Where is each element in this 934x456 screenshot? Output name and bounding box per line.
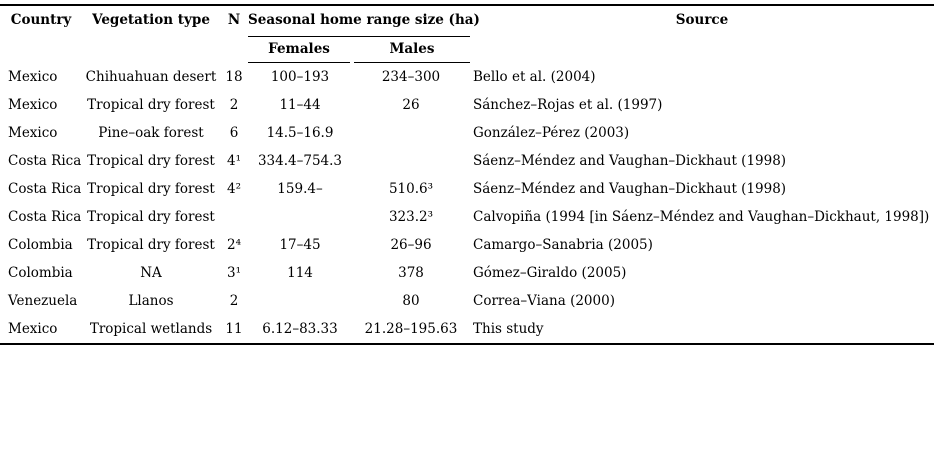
cell-vegetation-type: Pine–oak forest	[98, 125, 204, 141]
cell-vegetation-type: Llanos	[128, 293, 174, 309]
cell-females-range: 11–44	[279, 97, 321, 113]
cell-vegetation-type: Tropical dry forest	[87, 237, 215, 253]
cell-males-range: 21.28–195.63	[352, 315, 470, 345]
cell-females-range: 100–193	[270, 69, 330, 85]
cell-source: Sáenz–Méndez and Vaughan–Dickhaut (1998)	[473, 153, 787, 169]
header-seasonal-home-range: Seasonal home range size (ha)	[248, 5, 480, 37]
table-row: Colombia Tropical dry forest 2⁴ 17–45 26…	[0, 231, 934, 259]
cell-vegetation-type: NA	[140, 265, 162, 281]
table-row: Mexico Tropical dry forest 2 11–44 26 Sá…	[0, 91, 934, 119]
table-body: Mexico Chihuahuan desert 18 100–193 234–…	[0, 63, 934, 345]
cell-country: Mexico	[8, 125, 58, 141]
cell-country: Costa Rica	[8, 209, 82, 225]
cell-males-range	[352, 119, 470, 147]
cell-males-range: 510.6³	[388, 181, 434, 197]
cell-sample-size: 4²	[226, 181, 241, 197]
cell-vegetation-type: Tropical wetlands	[82, 315, 220, 345]
cell-males-range: 26	[402, 97, 420, 113]
cell-source: Sánchez–Rojas et al. (1997)	[473, 97, 663, 113]
cell-sample-size: 2	[229, 97, 239, 113]
cell-sample-size: 11	[220, 315, 248, 345]
header-females-label: Females	[248, 37, 350, 63]
cell-source: Gómez–Giraldo (2005)	[473, 265, 627, 281]
header-vegetation-type: Vegetation type	[92, 12, 210, 28]
cell-females-range	[248, 287, 352, 315]
cell-country: Costa Rica	[8, 181, 82, 197]
table-header: Country Vegetation type N Seasonal home …	[0, 5, 934, 63]
header-males: Males	[352, 37, 470, 63]
cell-country: Colombia	[8, 265, 73, 281]
cell-females-range: 334.4–754.3	[257, 153, 343, 169]
header-row-main: Country Vegetation type N Seasonal home …	[0, 5, 934, 37]
header-males-label: Males	[354, 37, 470, 63]
table-row: Costa Rica Tropical dry forest 323.2³ Ca…	[0, 203, 934, 231]
cell-source: González–Pérez (2003)	[473, 125, 630, 141]
cell-males-range	[352, 147, 470, 175]
cell-source: Sáenz–Méndez and Vaughan–Dickhaut (1998)	[473, 181, 787, 197]
cell-vegetation-type: Tropical dry forest	[87, 153, 215, 169]
cell-vegetation-type: Tropical dry forest	[87, 97, 215, 113]
table-row: Mexico Pine–oak forest 6 14.5–16.9 Gonzá…	[0, 119, 934, 147]
cell-country: Mexico	[0, 315, 82, 345]
cell-females-range: 14.5–16.9	[266, 125, 334, 141]
cell-country: Mexico	[8, 97, 58, 113]
table-row: Mexico Chihuahuan desert 18 100–193 234–…	[0, 63, 934, 91]
cell-sample-size: 2	[229, 293, 239, 309]
cell-source: This study	[470, 315, 934, 345]
cell-vegetation-type: Tropical dry forest	[87, 209, 215, 225]
cell-source: Bello et al. (2004)	[473, 69, 596, 85]
cell-source: Calvopiña (1994 [in Sáenz–Méndez and Vau…	[473, 209, 930, 225]
header-source: Source	[675, 12, 729, 28]
header-females: Females	[248, 37, 352, 63]
table-row: Mexico Tropical wetlands 11 6.12–83.33 2…	[0, 315, 934, 345]
cell-sample-size	[220, 203, 248, 231]
cell-males-range: 323.2³	[388, 209, 434, 225]
cell-sample-size: 2⁴	[226, 237, 241, 253]
cell-sample-size: 3¹	[226, 265, 241, 281]
cell-females-range: 159.4–	[277, 181, 323, 197]
cell-males-range: 80	[402, 293, 420, 309]
home-range-table: Country Vegetation type N Seasonal home …	[0, 4, 934, 345]
cell-males-range: 26–96	[390, 237, 432, 253]
cell-males-range: 378	[398, 265, 424, 281]
cell-sample-size: 4¹	[226, 153, 241, 169]
cell-source: Correa–Viana (2000)	[473, 293, 615, 309]
cell-sample-size: 18	[225, 69, 243, 85]
cell-males-range: 234–300	[381, 69, 441, 85]
cell-females-range	[248, 203, 352, 231]
header-country: Country	[10, 12, 72, 28]
cell-country: Mexico	[8, 69, 58, 85]
table-row: Colombia NA 3¹ 114 378 Gómez–Giraldo (20…	[0, 259, 934, 287]
cell-females-range: 114	[287, 265, 313, 281]
table-row: Venezuela Llanos 2 80 Correa–Viana (2000…	[0, 287, 934, 315]
table-row: Costa Rica Tropical dry forest 4¹ 334.4–…	[0, 147, 934, 175]
table-row: Costa Rica Tropical dry forest 4² 159.4–…	[0, 175, 934, 203]
cell-country: Colombia	[8, 237, 73, 253]
cell-sample-size: 6	[229, 125, 239, 141]
cell-vegetation-type: Chihuahuan desert	[85, 69, 217, 85]
header-row-sub: Females Males	[0, 37, 934, 63]
cell-country: Venezuela	[8, 293, 78, 309]
cell-vegetation-type: Tropical dry forest	[87, 181, 215, 197]
cell-females-range: 17–45	[279, 237, 321, 253]
cell-source: Camargo–Sanabria (2005)	[473, 237, 653, 253]
header-n: N	[227, 12, 241, 28]
cell-females-range: 6.12–83.33	[248, 315, 352, 345]
cell-country: Costa Rica	[8, 153, 82, 169]
